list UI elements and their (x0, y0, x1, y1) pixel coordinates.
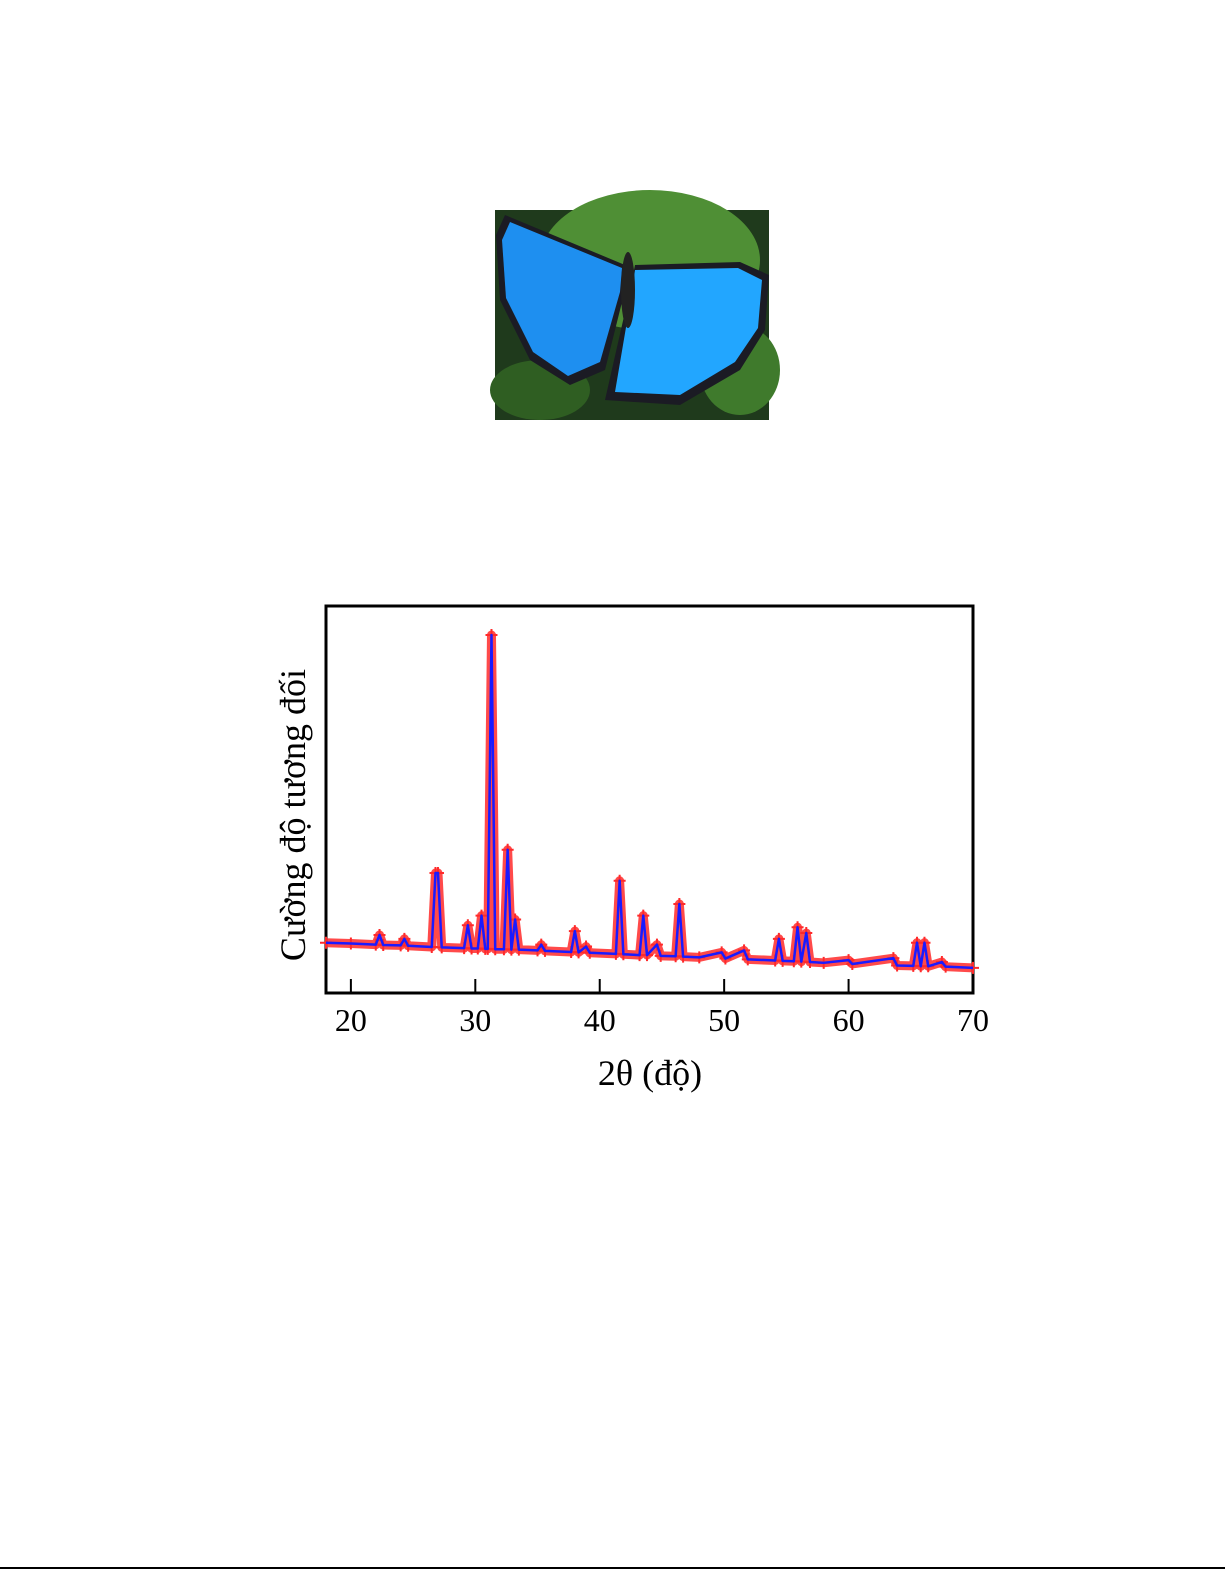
observed-band (325, 630, 974, 973)
x-tick-label: 40 (584, 1002, 616, 1038)
x-tick-label: 60 (833, 1002, 865, 1038)
butterfly-photo (490, 190, 780, 420)
y-axis-label: Cường độ tương đối (273, 669, 313, 961)
x-tick-label: 30 (459, 1002, 491, 1038)
x-tick-label: 20 (335, 1002, 367, 1038)
x-axis-label: 2θ (độ) (598, 1053, 702, 1093)
x-tick-label: 70 (957, 1002, 989, 1038)
x-tick-label: 50 (708, 1002, 740, 1038)
plot-area: 20 30 40 50 60 70 (320, 629, 989, 1038)
plot-frame (324, 604, 975, 995)
calculated-line (325, 633, 974, 970)
